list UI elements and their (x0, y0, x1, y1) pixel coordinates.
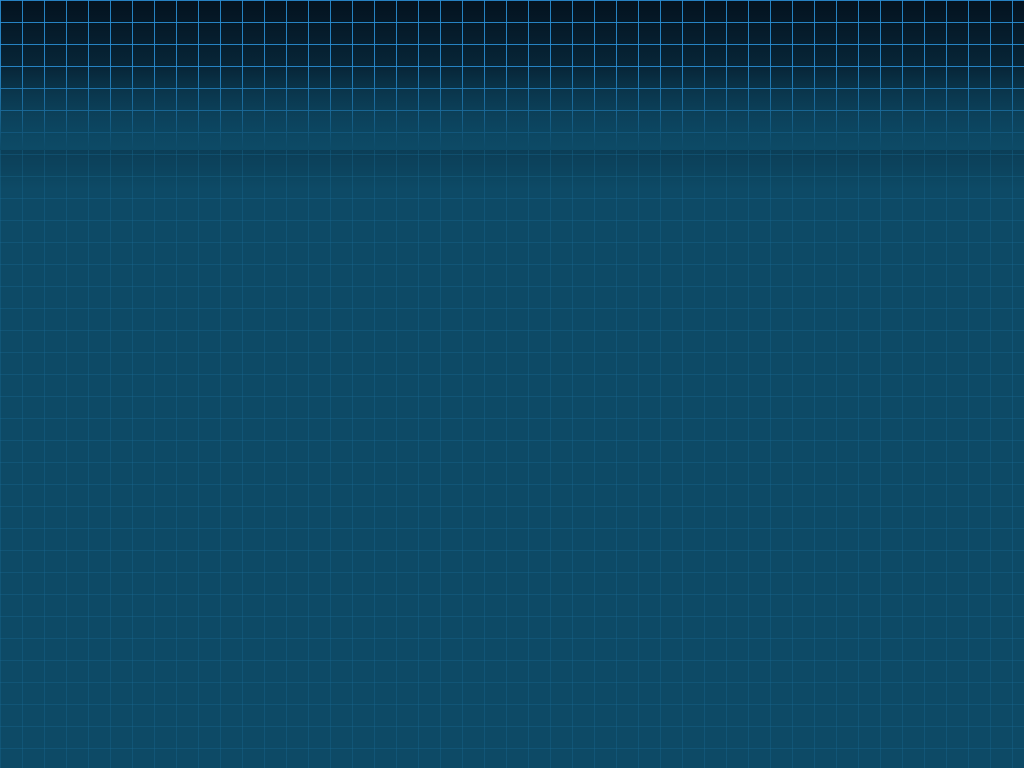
blueprint-wallpaper (0, 0, 1024, 768)
